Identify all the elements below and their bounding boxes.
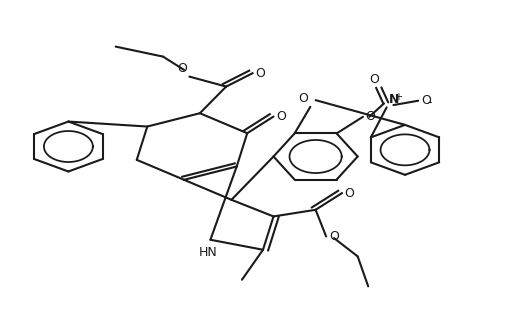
Text: O: O bbox=[366, 110, 376, 123]
Text: +: + bbox=[394, 92, 402, 103]
Text: O: O bbox=[329, 230, 339, 243]
Text: O: O bbox=[276, 110, 286, 123]
Text: O: O bbox=[369, 73, 379, 86]
Text: -: - bbox=[428, 96, 432, 109]
Text: O: O bbox=[421, 94, 431, 107]
Text: O: O bbox=[255, 67, 265, 80]
Text: O: O bbox=[298, 92, 308, 105]
Text: N: N bbox=[389, 93, 400, 106]
Text: O: O bbox=[345, 186, 355, 200]
Text: O: O bbox=[177, 62, 187, 75]
Text: HN: HN bbox=[198, 246, 217, 259]
